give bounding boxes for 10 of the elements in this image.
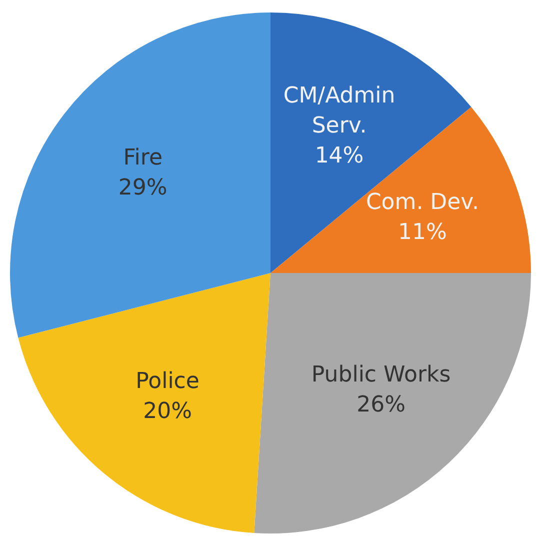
slice-label: CM/Admin Serv. xyxy=(283,84,396,139)
data-label: 14% xyxy=(314,144,364,169)
slice-label: Police xyxy=(136,369,200,394)
slice-label: Com. Dev. xyxy=(366,190,479,216)
slice-label: Public Works xyxy=(311,362,451,388)
data-label: 29% xyxy=(118,176,168,201)
data-label: 11% xyxy=(398,220,447,246)
slice-label: Fire xyxy=(123,146,163,171)
data-label: 26% xyxy=(356,392,406,418)
data-label: 20% xyxy=(143,399,192,424)
